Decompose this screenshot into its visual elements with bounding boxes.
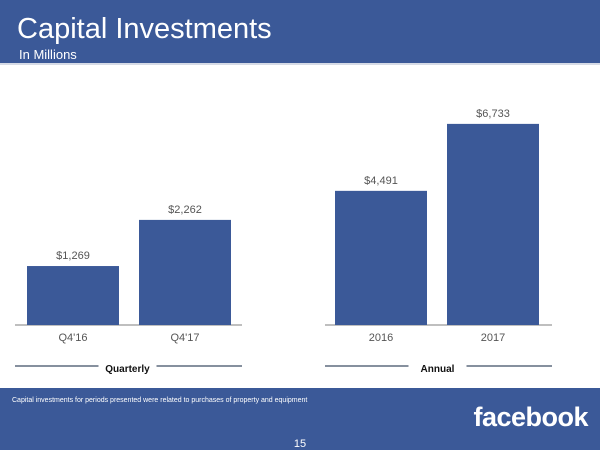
- bar-Q4'17: [139, 219, 231, 325]
- data-label: $4,491: [364, 175, 398, 187]
- page-subtitle: In Millions: [19, 47, 77, 62]
- data-label: $6,733: [476, 108, 510, 120]
- group-label: Annual: [421, 364, 455, 375]
- page-title: Capital Investments: [17, 13, 272, 45]
- group-label: Quarterly: [105, 364, 150, 375]
- bar-Q4'16: [27, 266, 119, 325]
- x-tick-label: 2016: [369, 332, 393, 344]
- x-tick-label: Q4'16: [58, 332, 87, 344]
- facebook-logo: facebook: [473, 402, 588, 432]
- page-number: 15: [293, 438, 307, 450]
- x-tick-label: 2017: [481, 332, 505, 344]
- bar-2016: [335, 190, 427, 325]
- footnote: Capital investments for periods presente…: [12, 397, 308, 404]
- data-label: $1,269: [56, 250, 90, 262]
- slide-header: Capital Investments In Millions: [0, 0, 600, 65]
- capital-investments-chart: $1,269 Q4'16 $2,262 Q4'17 Quarterly $4,491 201…: [15, 108, 552, 375]
- x-tick-label: Q4'17: [170, 332, 199, 344]
- slide-footer: Capital investments for periods presente…: [0, 388, 600, 450]
- bar-2017: [447, 123, 539, 325]
- data-label: $2,262: [168, 204, 202, 216]
